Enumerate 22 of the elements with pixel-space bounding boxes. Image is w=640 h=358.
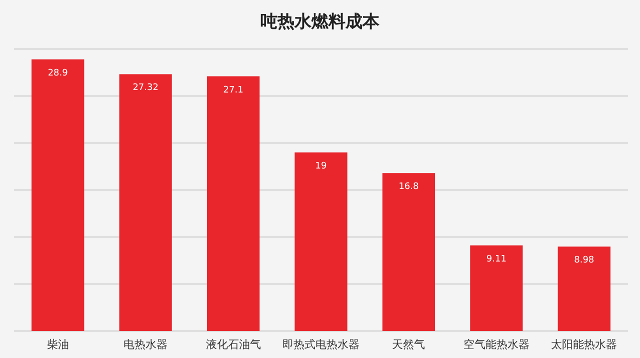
bar — [32, 59, 84, 331]
data-label: 9.11 — [486, 254, 506, 264]
bar — [206, 76, 260, 331]
data-label: 27.32 — [132, 83, 158, 94]
chart-title: 吨热水燃料成本 — [260, 12, 380, 32]
x-tick-label: 太阳能热水器 — [551, 338, 618, 351]
x-tick-label: 液化石油气 — [206, 338, 261, 351]
x-tick-label: 空气能热水器 — [463, 338, 530, 351]
x-tick-label: 即热式电热水器 — [282, 338, 360, 351]
bar — [119, 74, 172, 331]
bar — [382, 173, 436, 331]
data-label: 8.98 — [574, 256, 594, 266]
bar — [470, 245, 523, 331]
data-label: 19 — [315, 161, 327, 172]
data-label: 27.1 — [223, 85, 244, 96]
x-tick-label: 天然气 — [392, 338, 426, 351]
data-label: 16.8 — [398, 182, 420, 192]
x-tick-label: 柴油 — [46, 338, 69, 351]
bar — [558, 246, 610, 331]
bar — [294, 152, 348, 331]
x-tick-label: 电热水器 — [124, 338, 168, 351]
data-label: 28.9 — [48, 68, 68, 78]
